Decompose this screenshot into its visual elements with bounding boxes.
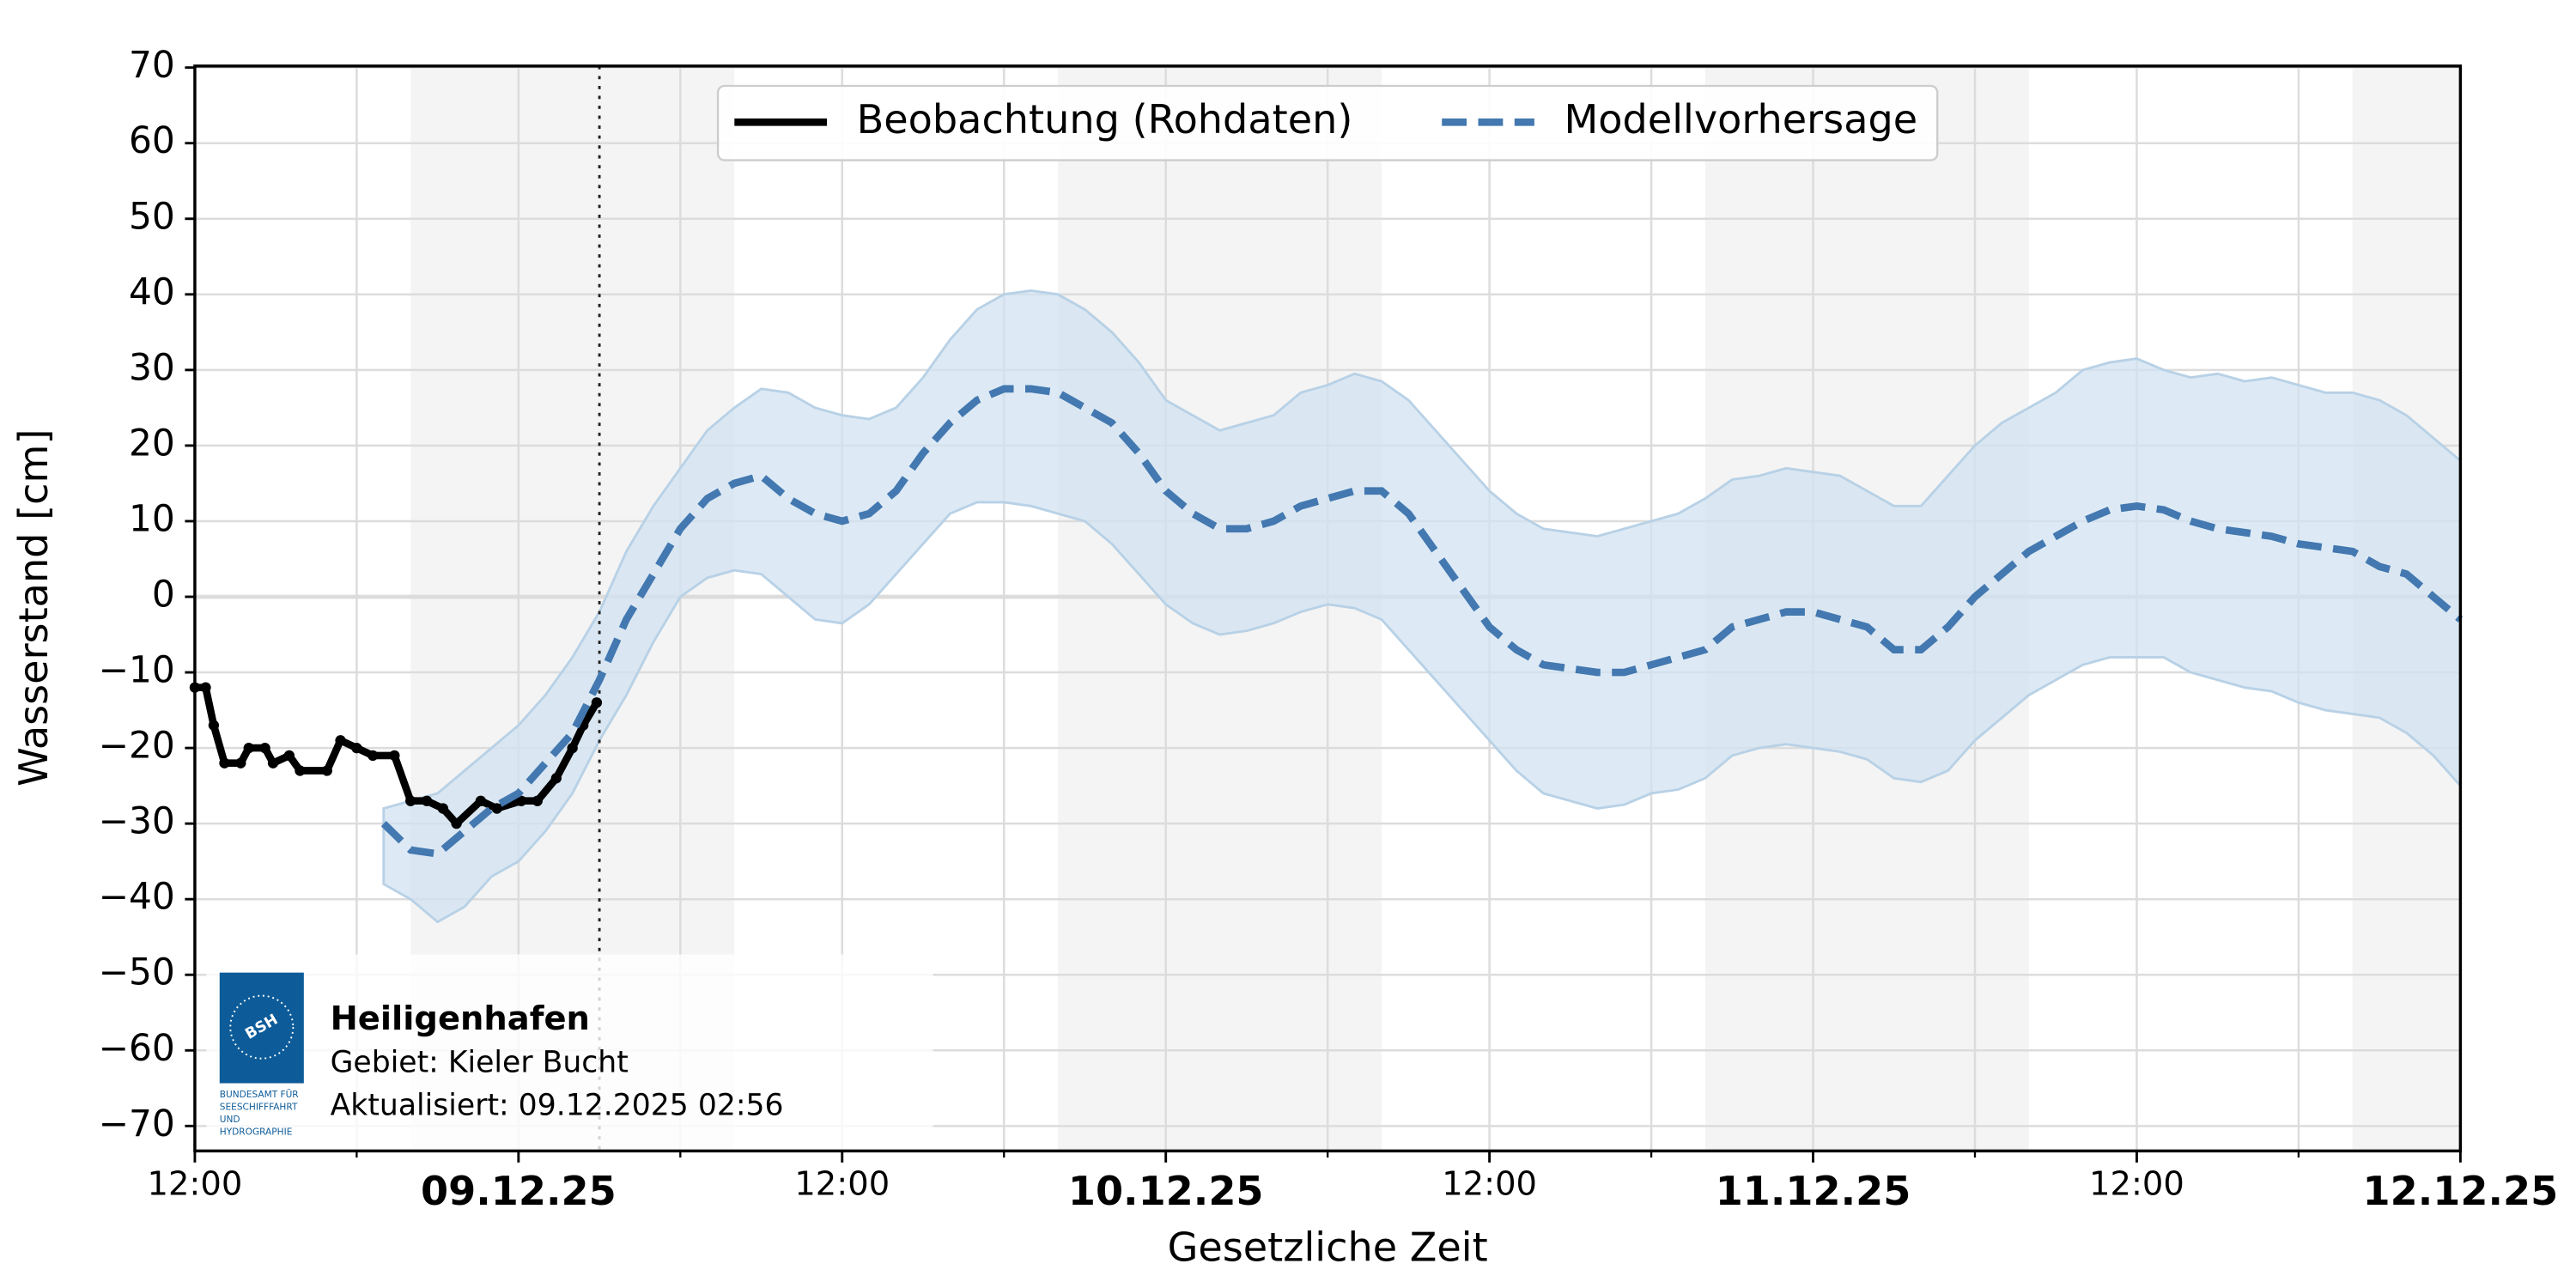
x-tick-label: 12:00	[2089, 1164, 2184, 1203]
y-tick-label: −20	[99, 725, 175, 767]
x-tick-label: 12:00	[148, 1164, 243, 1203]
observation-point	[437, 803, 449, 814]
x-tick-label: 09.12.25	[421, 1168, 617, 1214]
y-tick-label: 10	[129, 497, 175, 539]
observation-point	[243, 742, 254, 754]
observation-point	[335, 735, 346, 746]
observation-point	[550, 773, 562, 784]
observation-point	[451, 817, 462, 829]
observation-point	[389, 750, 400, 762]
logo-caption: HYDROGRAPHIE	[220, 1127, 293, 1137]
x-axis-label: Gesetzliche Zeit	[1168, 1224, 1488, 1270]
y-tick-label: −70	[99, 1103, 175, 1145]
logo-caption: BUNDESAMT FÜR	[220, 1089, 300, 1100]
observation-point	[351, 742, 362, 754]
x-tick-label: 11.12.25	[1716, 1168, 1911, 1214]
observation-point	[208, 720, 220, 731]
observation-point	[283, 750, 295, 762]
logo-caption: SEESCHIFFFAHRT	[220, 1102, 298, 1112]
y-tick-label: 30	[129, 346, 175, 388]
y-tick-label: −30	[99, 800, 175, 842]
observation-point	[200, 682, 211, 693]
legend-box	[716, 84, 1939, 161]
info-box	[206, 954, 933, 1151]
area: Gebiet: Kieler Bucht	[331, 1045, 629, 1079]
observation-point	[491, 803, 502, 814]
x-tick-label: 12.12.25	[2363, 1168, 2559, 1214]
observation-point	[295, 765, 306, 776]
station-name: Heiligenhafen	[331, 999, 590, 1038]
observation-point	[515, 795, 527, 806]
observation-point	[475, 795, 487, 806]
observation-point	[591, 697, 603, 708]
y-tick-label: 60	[129, 119, 175, 161]
observation-point	[321, 765, 332, 776]
y-tick-label: 50	[129, 195, 175, 237]
observation-point	[567, 742, 578, 754]
y-tick-label: −60	[99, 1027, 175, 1069]
legend-label: Modellvorhersage	[1564, 96, 1918, 143]
forecast-line	[380, 385, 2464, 858]
observation-point	[532, 795, 543, 806]
legend: Beobachtung (Rohdaten) Modellvorhersage	[716, 84, 1939, 161]
observation-point	[421, 795, 433, 806]
observation-point	[219, 757, 230, 769]
updated: Aktualisiert: 09.12.2025 02:56	[331, 1088, 784, 1122]
y-tick-label: 0	[152, 574, 175, 616]
logo	[219, 972, 304, 1084]
observation-point	[259, 742, 270, 754]
observation-point	[405, 795, 416, 806]
observation-point	[267, 757, 279, 769]
y-tick-label: −10	[99, 649, 175, 691]
logo-caption: UND	[220, 1115, 240, 1125]
y-tick-label: −40	[99, 876, 175, 918]
observation-point	[235, 757, 246, 769]
x-tick-label: 12:00	[794, 1164, 890, 1203]
x-tick-label: 12:00	[1442, 1164, 1537, 1203]
x-tick-label: 10.12.25	[1068, 1168, 1264, 1214]
observation-point	[368, 750, 379, 762]
y-tick-label: 40	[129, 270, 175, 313]
y-tick-label: 20	[129, 422, 175, 464]
y-axis-label: Wasserstand [cm]	[10, 429, 57, 787]
y-tick-label: −50	[99, 951, 175, 993]
logo-ring	[229, 994, 295, 1060]
y-tick-label: 70	[129, 44, 175, 86]
legend-label: Beobachtung (Rohdaten)	[857, 96, 1353, 143]
